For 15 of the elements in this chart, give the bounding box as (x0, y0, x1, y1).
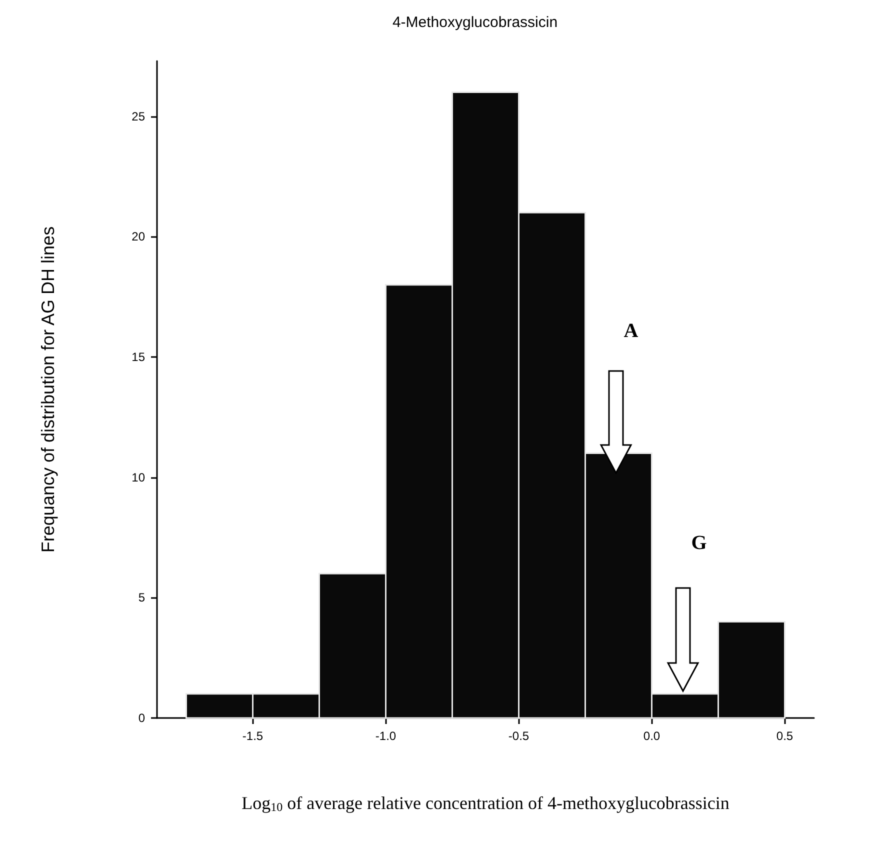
x-tick-label: -0.5 (508, 729, 530, 743)
y-tick-label: 5 (138, 590, 146, 605)
y-tick-label: 15 (132, 350, 146, 364)
x-tick-label: -1.5 (242, 729, 264, 743)
x-tick-label: 0.0 (643, 729, 660, 743)
chart-title: 4-Methoxyglucobrassicin (392, 14, 558, 31)
y-tick-label: 25 (132, 109, 146, 124)
y-tick-label: 20 (132, 230, 146, 244)
y-tick-label: 0 (138, 711, 146, 725)
x-tick-label: 0.5 (776, 729, 794, 743)
x-tick-label: -1.0 (375, 729, 396, 743)
annotation: G (691, 532, 708, 554)
y-tick-label: 10 (132, 470, 146, 484)
y-axis-title: Frequancy of distribution for AG DH lines (38, 226, 58, 553)
annotation: A (624, 320, 639, 342)
